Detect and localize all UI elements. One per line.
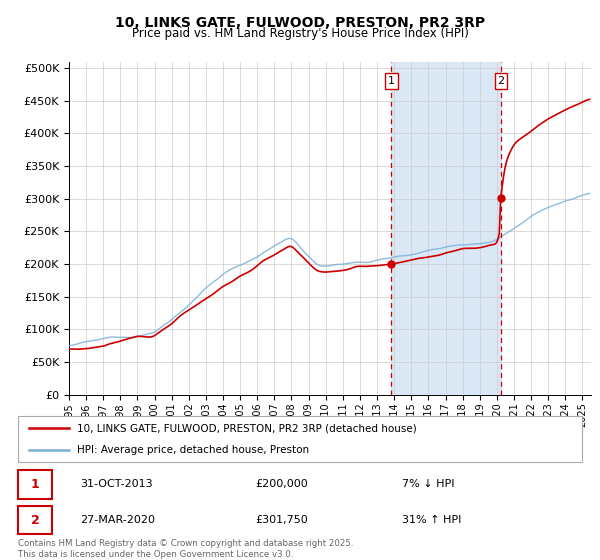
Text: 10, LINKS GATE, FULWOOD, PRESTON, PR2 3RP (detached house): 10, LINKS GATE, FULWOOD, PRESTON, PR2 3R… [77,423,417,433]
Text: Contains HM Land Registry data © Crown copyright and database right 2025.
This d: Contains HM Land Registry data © Crown c… [18,539,353,559]
Text: 7% ↓ HPI: 7% ↓ HPI [401,479,454,489]
Text: 27-MAR-2020: 27-MAR-2020 [80,515,155,525]
Text: 31% ↑ HPI: 31% ↑ HPI [401,515,461,525]
Text: 1: 1 [31,478,39,491]
Text: £301,750: £301,750 [255,515,308,525]
Text: £200,000: £200,000 [255,479,308,489]
Text: 10, LINKS GATE, FULWOOD, PRESTON, PR2 3RP: 10, LINKS GATE, FULWOOD, PRESTON, PR2 3R… [115,16,485,30]
Text: 2: 2 [497,76,505,86]
Bar [391,62,501,395]
FancyBboxPatch shape [18,506,52,534]
Text: Price paid vs. HM Land Registry's House Price Index (HPI): Price paid vs. HM Land Registry's House … [131,27,469,40]
FancyBboxPatch shape [18,470,52,498]
FancyBboxPatch shape [18,416,582,462]
Text: 31-OCT-2013: 31-OCT-2013 [80,479,152,489]
Text: 2: 2 [31,514,39,527]
Text: 1: 1 [388,76,395,86]
Text: HPI: Average price, detached house, Preston: HPI: Average price, detached house, Pres… [77,445,310,455]
